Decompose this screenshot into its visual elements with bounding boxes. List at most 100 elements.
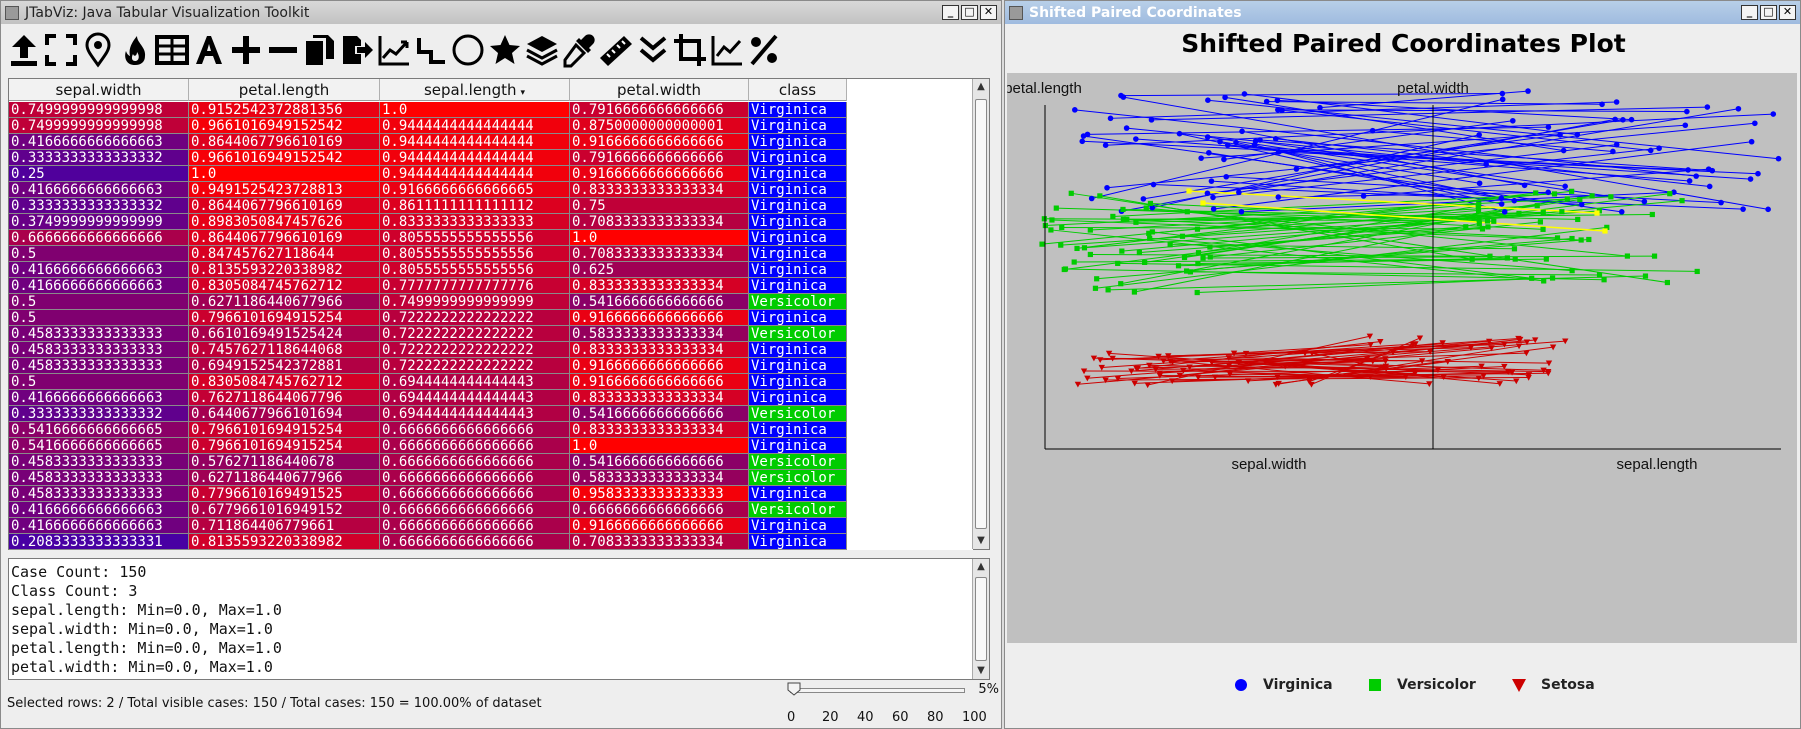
- virginica-point[interactable]: [1238, 208, 1245, 215]
- setosa-point[interactable]: [1105, 350, 1113, 357]
- class-cell[interactable]: Virginica: [749, 310, 847, 326]
- versicolor-point[interactable]: [1049, 217, 1055, 223]
- virginica-case-line[interactable]: [1151, 106, 1708, 121]
- setosa-point[interactable]: [1379, 364, 1386, 371]
- value-cell[interactable]: 0.847457627118644: [189, 246, 380, 262]
- value-cell[interactable]: 0.7916666666666666: [570, 150, 749, 166]
- table-row[interactable]: 0.4583333333333333 0.6610169491525424 0.72…: [9, 326, 973, 342]
- class-cell[interactable]: Virginica: [749, 102, 847, 118]
- versicolor-point[interactable]: [1110, 213, 1116, 220]
- value-cell[interactable]: 0.7916666666666666: [570, 102, 749, 118]
- value-cell[interactable]: 0.6610169491525424: [189, 326, 380, 342]
- virginica-point[interactable]: [1647, 147, 1654, 154]
- versicolor-point[interactable]: [1554, 235, 1561, 241]
- value-cell[interactable]: 0.9166666666666666: [570, 374, 749, 390]
- setosa-point[interactable]: [1131, 380, 1138, 387]
- setosa-point[interactable]: [1208, 359, 1215, 366]
- virginica-case-line[interactable]: [1277, 99, 1632, 121]
- virginica-point[interactable]: [1476, 180, 1483, 187]
- value-cell[interactable]: 0.6271186440677966: [189, 294, 380, 310]
- chevrons-down-button[interactable]: [634, 27, 671, 73]
- class-cell[interactable]: Versicolor: [749, 454, 847, 470]
- value-cell[interactable]: 0.9661016949152542: [189, 118, 380, 134]
- column-header-sepal-width[interactable]: sepal.width: [9, 79, 189, 101]
- virginica-point[interactable]: [1735, 105, 1742, 112]
- setosa-point[interactable]: [1377, 339, 1384, 345]
- virginica-point[interactable]: [1618, 209, 1625, 215]
- value-cell[interactable]: 0.4166666666666663: [9, 518, 189, 534]
- versicolor-point[interactable]: [1119, 248, 1125, 254]
- versicolor-point[interactable]: [1479, 226, 1486, 232]
- value-cell[interactable]: 0.4166666666666663: [9, 262, 189, 278]
- versicolor-point[interactable]: [1512, 256, 1518, 262]
- setosa-point[interactable]: [1418, 358, 1426, 365]
- versicolor-point[interactable]: [1142, 259, 1148, 265]
- virginica-point[interactable]: [1210, 194, 1216, 201]
- close-button[interactable]: ✕: [1779, 5, 1796, 20]
- virginica-point[interactable]: [1360, 193, 1367, 199]
- value-cell[interactable]: 0.9166666666666666: [570, 134, 749, 150]
- pin-button[interactable]: [79, 27, 116, 73]
- value-cell[interactable]: 0.75: [570, 198, 749, 214]
- value-cell[interactable]: 0.3333333333333332: [9, 406, 189, 422]
- setosa-point[interactable]: [1416, 335, 1424, 342]
- versicolor-point[interactable]: [1097, 193, 1103, 199]
- scroll-down-icon[interactable]: ▼: [977, 535, 985, 546]
- setosa-case-line[interactable]: [1136, 341, 1381, 369]
- virginica-case-line[interactable]: [1212, 147, 1660, 198]
- setosa-point[interactable]: [1411, 370, 1419, 377]
- setosa-point[interactable]: [1363, 356, 1371, 363]
- virginica-point[interactable]: [1257, 137, 1263, 143]
- table-row[interactable]: 0.7499999999999998 0.9661016949152542 0.94…: [9, 118, 973, 134]
- setosa-point[interactable]: [1275, 380, 1282, 387]
- value-cell[interactable]: 0.3333333333333332: [9, 198, 189, 214]
- virginica-point[interactable]: [1498, 195, 1505, 202]
- value-cell[interactable]: 0.8644067796610169: [189, 230, 380, 246]
- virginica-point[interactable]: [1574, 131, 1581, 138]
- setosa-point[interactable]: [1152, 366, 1159, 373]
- virginica-case-line[interactable]: [1120, 93, 1503, 97]
- versicolor-point[interactable]: [1537, 219, 1544, 225]
- setosa-point[interactable]: [1128, 368, 1135, 375]
- setosa-point[interactable]: [1102, 377, 1109, 384]
- value-cell[interactable]: 0.9583333333333333: [570, 486, 749, 502]
- value-cell[interactable]: 0.5833333333333334: [570, 470, 749, 486]
- trend-button[interactable]: [708, 27, 745, 73]
- value-cell[interactable]: 1.0: [570, 230, 749, 246]
- virginica-point[interactable]: [1476, 132, 1482, 138]
- value-cell[interactable]: 0.9166666666666666: [570, 310, 749, 326]
- virginica-point[interactable]: [1239, 128, 1245, 135]
- setosa-point[interactable]: [1369, 358, 1376, 365]
- versicolor-point[interactable]: [1569, 268, 1575, 274]
- virginica-point[interactable]: [1276, 149, 1282, 155]
- class-cell[interactable]: Virginica: [749, 358, 847, 374]
- setosa-point[interactable]: [1367, 374, 1374, 380]
- versicolor-point[interactable]: [1485, 224, 1491, 230]
- versicolor-point[interactable]: [1589, 193, 1595, 199]
- setosa-case-line[interactable]: [1304, 351, 1431, 354]
- fullscreen-button[interactable]: [42, 27, 79, 73]
- versicolor-point[interactable]: [1679, 198, 1685, 204]
- versicolor-point[interactable]: [1071, 259, 1077, 265]
- versicolor-case-line[interactable]: [1190, 271, 1600, 276]
- setosa-point[interactable]: [1545, 360, 1553, 367]
- virginica-case-line[interactable]: [1238, 108, 1739, 193]
- virginica-point[interactable]: [1499, 90, 1506, 97]
- maximize-button[interactable]: □: [961, 5, 978, 20]
- value-cell[interactable]: 1.0: [380, 102, 570, 118]
- value-cell[interactable]: 0.4583333333333333: [9, 358, 189, 374]
- setosa-point[interactable]: [1382, 358, 1389, 365]
- value-cell[interactable]: 0.5: [9, 294, 189, 310]
- virginica-point[interactable]: [1747, 176, 1754, 182]
- table-row[interactable]: 0.4166666666666663 0.8644067796610169 0.94…: [9, 134, 973, 150]
- scroll-down-icon[interactable]: ▼: [977, 665, 985, 676]
- class-cell[interactable]: Virginica: [749, 182, 847, 198]
- value-cell[interactable]: 0.7457627118644068: [189, 342, 380, 358]
- virginica-point[interactable]: [1682, 122, 1689, 129]
- value-cell[interactable]: 0.8750000000000001: [570, 118, 749, 134]
- setosa-point[interactable]: [1262, 359, 1269, 366]
- class-cell[interactable]: Virginica: [749, 342, 847, 358]
- setosa-case-line[interactable]: [1311, 352, 1387, 370]
- versicolor-point[interactable]: [1087, 251, 1093, 258]
- value-cell[interactable]: 0.8333333333333334: [570, 278, 749, 294]
